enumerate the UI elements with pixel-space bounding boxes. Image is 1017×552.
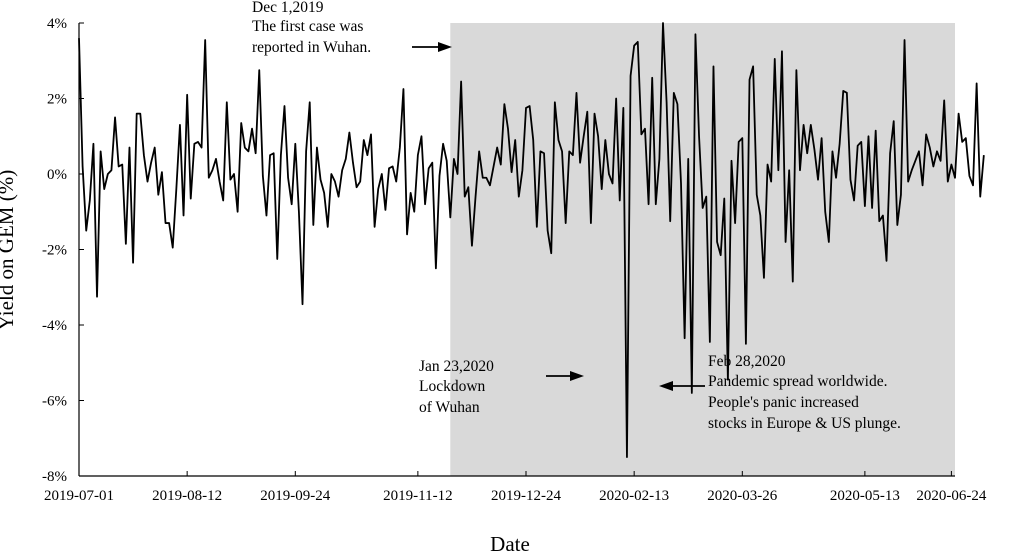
annotation-pandemic-line-4: stocks in Europe & US plunge. <box>708 415 901 432</box>
x-tick-label: 2019-12-24 <box>491 488 561 504</box>
annotation-pandemic-arrow <box>659 381 705 391</box>
annotation-lockdown-line-1: Jan 23,2020 <box>419 358 494 375</box>
annotation-lockdown-line-3: of Wuhan <box>419 399 480 416</box>
annotation-pandemic-line-1: Feb 28,2020 <box>708 353 786 370</box>
annotation-pandemic-line-3: People's panic increased <box>708 394 859 411</box>
annotation-first-case-arrow <box>412 42 452 52</box>
annotation-pandemic: Feb 28,2020 Pandemic spread worldwide. P… <box>659 353 901 432</box>
x-tick-label: 2019-09-24 <box>260 488 330 504</box>
y-tick-label: -2% <box>42 243 67 259</box>
y-tick-label: 2% <box>47 92 67 108</box>
y-axis-ticks: 4% 2% 0% -2% -4% -6% -8% <box>42 16 84 485</box>
annotation-first-case: Dec 1,2019 The first case was reported i… <box>252 0 452 56</box>
y-tick-label: -6% <box>42 394 67 410</box>
pandemic-shaded-region <box>450 23 955 476</box>
annotation-first-case-line-1: Dec 1,2019 <box>252 0 324 16</box>
x-tick-label: 2020-03-26 <box>707 488 777 504</box>
annotation-lockdown: Jan 23,2020 Lockdown of Wuhan <box>419 358 584 416</box>
x-tick-label: 2020-05-13 <box>830 488 900 504</box>
annotation-lockdown-line-2: Lockdown <box>419 378 486 395</box>
annotation-first-case-line-3: reported in Wuhan. <box>252 39 371 56</box>
y-tick-label: 0% <box>47 167 67 183</box>
annotation-lockdown-arrow <box>546 371 584 381</box>
x-tick-label: 2019-08-12 <box>152 488 222 504</box>
y-axis-title: Yield on GEM (%) <box>0 170 18 330</box>
x-tick-label: 2019-07-01 <box>44 488 114 504</box>
x-tick-label: 2020-06-24 <box>916 488 986 504</box>
y-tick-label: -8% <box>42 469 67 485</box>
y-tick-label: 4% <box>47 16 67 32</box>
x-tick-label: 2019-11-12 <box>383 488 452 504</box>
annotation-pandemic-line-2: Pandemic spread worldwide. <box>708 373 888 390</box>
x-axis-title: Date <box>490 532 530 552</box>
x-axis-ticks: 2019-07-01 2019-08-12 2019-09-24 2019-11-12… <box>44 471 987 504</box>
series-line <box>78 22 985 459</box>
annotation-first-case-line-2: The first case was <box>252 18 363 35</box>
y-tick-label: -4% <box>42 318 67 334</box>
x-tick-label: 2020-02-13 <box>599 488 669 504</box>
